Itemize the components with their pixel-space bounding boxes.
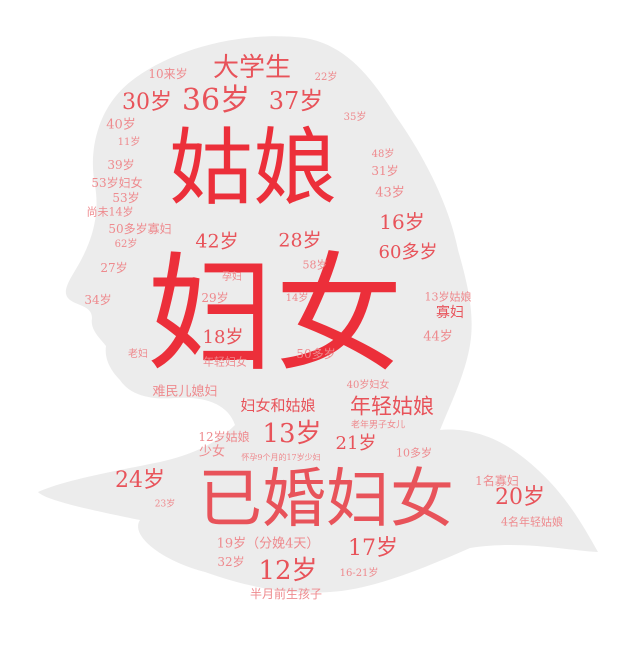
word-shangwei-14sui: 尚未14岁 <box>86 205 134 219</box>
word-funu: 妇女 <box>146 241 404 390</box>
word-nanmin-erxifu: 难民儿媳妇 <box>152 384 218 400</box>
word-37sui: 37岁 <box>268 87 324 115</box>
word-16sui: 16岁 <box>379 210 425 234</box>
word-58sui: 58岁 <box>302 258 328 272</box>
word-10duosui: 10多岁 <box>396 446 432 460</box>
word-nianqing-funu: 年轻妇女 <box>203 355 247 369</box>
word-43sui: 43岁 <box>375 185 405 201</box>
word-13sui-guniang: 13岁姑娘 <box>424 290 472 304</box>
word-16-21sui: 16-21岁 <box>339 568 379 579</box>
word-12sui-guniang: 12岁姑娘 <box>198 430 250 444</box>
word-nianqing-guniang: 年轻姑娘 <box>350 394 434 419</box>
word-53sui: 53岁 <box>112 191 140 205</box>
word-10laisui: 10来岁 <box>148 67 188 81</box>
head-shape <box>38 36 598 593</box>
word-20sui: 20岁 <box>495 485 545 510</box>
word-35sui: 35岁 <box>343 112 367 123</box>
word-huaiyun-17sui-shaofu: 怀孕9个月的17岁少妇 <box>241 453 321 462</box>
word-44sui: 44岁 <box>423 329 453 345</box>
word-1ming-guafu: 1名寡妇 <box>475 474 519 488</box>
word-17sui: 17岁 <box>348 536 398 561</box>
word-48sui: 48岁 <box>371 149 395 160</box>
word-30sui: 30岁 <box>122 90 172 115</box>
word-yihun-funu: 已婚妇女 <box>198 463 454 537</box>
word-50duosui: 50多岁 <box>296 347 336 361</box>
word-31sui: 31岁 <box>371 164 399 178</box>
word-4ming-nianqing-guniang: 4名年轻姑娘 <box>501 515 563 529</box>
word-14sui: 14岁 <box>285 293 309 304</box>
word-42sui: 42岁 <box>195 230 239 253</box>
word-28sui: 28岁 <box>278 229 322 252</box>
word-guafu: 寡妇 <box>436 305 464 321</box>
word-62sui: 62岁 <box>114 239 138 250</box>
word-laonian-nanzi-nuer: 老年男子女儿 <box>350 420 406 431</box>
word-29sui: 29岁 <box>201 291 229 305</box>
word-53sui-funu: 53岁妇女 <box>91 176 143 190</box>
word-shaonu: 少女 <box>198 444 226 460</box>
word-19sui-fenmian: 19岁（分娩4天） <box>216 536 320 552</box>
word-27sui: 27岁 <box>100 261 128 275</box>
word-funu-he-guniang: 妇女和姑娘 <box>240 396 316 415</box>
word-laofu: 老妇 <box>128 349 148 360</box>
word-36sui: 36岁 <box>181 83 251 118</box>
word-guniang: 姑娘 <box>168 119 338 217</box>
word-banyue-qian-sheng-haizi: 半月前生孩子 <box>249 587 323 601</box>
word-60duosui: 60多岁 <box>378 242 438 263</box>
word-40sui: 40岁 <box>106 117 136 133</box>
word-24sui: 24岁 <box>115 468 165 493</box>
word-18sui: 18岁 <box>202 327 244 348</box>
word-50duo-guafu: 50多岁寡妇 <box>108 222 172 236</box>
word-13sui: 13岁 <box>262 419 322 449</box>
word-40sui-funu: 40岁妇女 <box>346 380 390 391</box>
word-39sui: 39岁 <box>107 158 135 172</box>
word-yunfu: 孕妇 <box>222 272 242 283</box>
word-11sui: 11岁 <box>117 137 141 148</box>
word-21sui: 21岁 <box>335 433 377 454</box>
word-22sui: 22岁 <box>314 72 338 83</box>
word-23sui: 23岁 <box>154 499 176 510</box>
word-daxuesheng: 大学生 <box>212 53 292 83</box>
word-32sui: 32岁 <box>217 555 245 569</box>
word-34sui: 34岁 <box>84 293 112 307</box>
word-12sui: 12岁 <box>258 556 318 586</box>
